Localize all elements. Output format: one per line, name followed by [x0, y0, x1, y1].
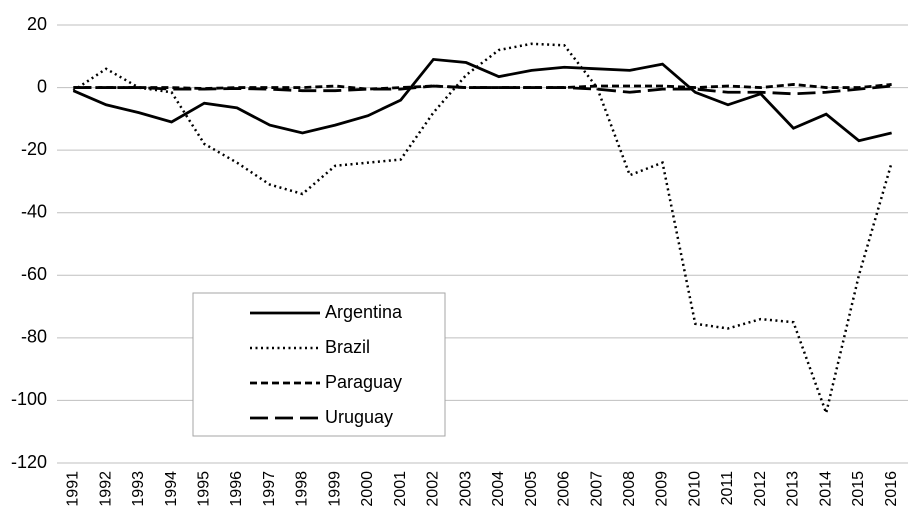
- x-tick-label: 1999: [326, 471, 343, 507]
- x-tick-label: 2012: [752, 471, 769, 507]
- x-tick-label: 2001: [392, 471, 409, 507]
- x-tick-label: 2008: [621, 471, 638, 507]
- legend-label: Uruguay: [325, 407, 393, 427]
- x-tick-label: 1991: [65, 471, 82, 507]
- y-tick-label: 0: [37, 76, 47, 96]
- y-tick-label: -120: [11, 452, 47, 472]
- series-line: [72, 57, 892, 143]
- x-tick-label: 1992: [97, 471, 114, 507]
- legend-label: Argentina: [325, 302, 403, 322]
- x-tick-label: 2006: [556, 471, 573, 507]
- x-tick-label: 1997: [261, 471, 278, 507]
- x-tick-label: 2003: [457, 471, 474, 507]
- x-tick-label: 2015: [850, 471, 867, 507]
- y-tick-label: -20: [21, 139, 47, 159]
- legend: Argentina Brazil Paraguay Uruguay: [192, 292, 446, 437]
- x-tick-label: 2009: [654, 471, 671, 507]
- x-tick-label: 2011: [719, 471, 736, 506]
- series-line: [72, 42, 893, 418]
- series-line: [73, 84, 892, 96]
- y-tick-label: 20: [27, 14, 47, 34]
- y-tick-label: -60: [21, 264, 47, 284]
- x-tick-label: 1995: [196, 471, 213, 507]
- x-tick-label: 2005: [523, 471, 540, 507]
- y-tick-label: -40: [21, 201, 47, 221]
- x-tick-label: 2004: [490, 471, 507, 507]
- x-tick-label: 2013: [785, 471, 802, 507]
- x-tick-label: 1994: [163, 471, 180, 507]
- x-tick-label: 2014: [817, 471, 834, 507]
- y-tick-label: -80: [21, 327, 47, 347]
- x-tick-label: 1996: [228, 471, 245, 507]
- x-tick-label: 2016: [883, 471, 900, 507]
- legend-box: [192, 292, 446, 437]
- x-tick-label: 2007: [588, 471, 605, 507]
- x-tick-label: 2000: [359, 471, 376, 507]
- y-tick-label: -100: [11, 389, 47, 409]
- x-tick-label: 2010: [686, 471, 703, 507]
- legend-label: Brazil: [325, 337, 370, 357]
- x-tick-label: 1993: [130, 471, 147, 507]
- x-tick-label: 1998: [294, 471, 311, 507]
- x-tick-label: 2002: [425, 471, 442, 507]
- legend-label: Paraguay: [325, 372, 402, 392]
